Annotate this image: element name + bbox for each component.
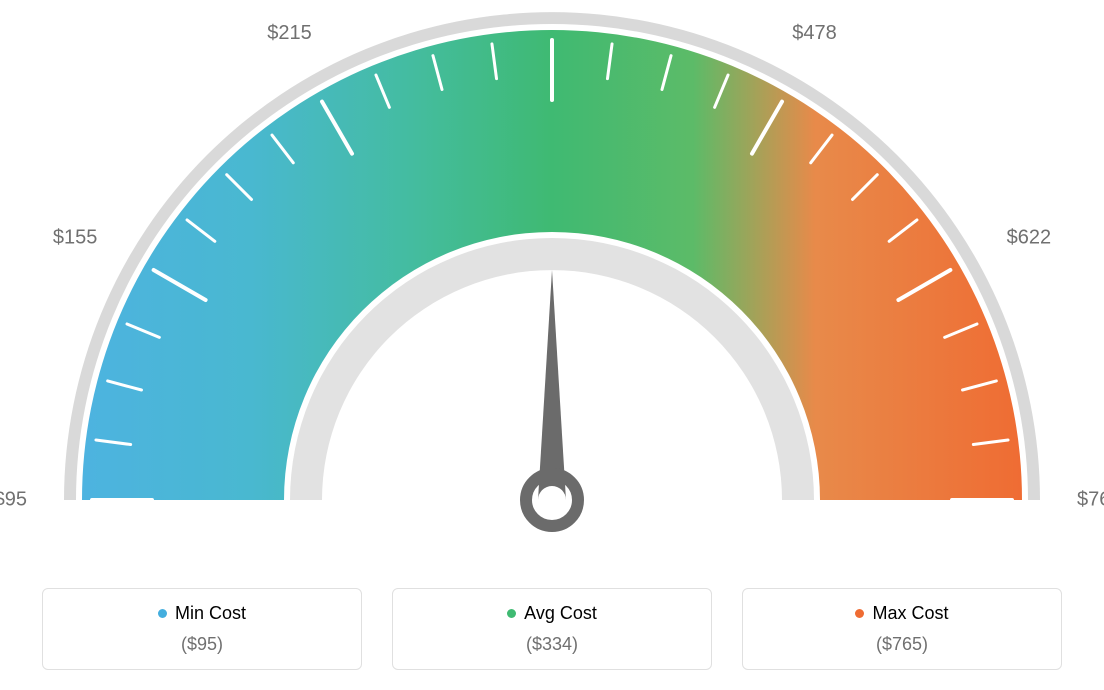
- gauge-svg: [0, 0, 1104, 560]
- legend-title-max: Max Cost: [753, 603, 1051, 624]
- gauge-area: $95$155$215$334$478$622$765: [0, 0, 1104, 560]
- legend-card-avg: Avg Cost ($334): [392, 588, 712, 670]
- gauge-tick-label: $765: [1077, 489, 1104, 512]
- legend-card-min: Min Cost ($95): [42, 588, 362, 670]
- dot-max: [855, 609, 864, 618]
- gauge-tick-label: $215: [267, 22, 312, 45]
- legend-value-max: ($765): [753, 634, 1051, 655]
- gauge-tick-label: $155: [53, 226, 98, 249]
- dot-avg: [507, 609, 516, 618]
- legend-label-min: Min Cost: [175, 603, 246, 624]
- legend-card-max: Max Cost ($765): [742, 588, 1062, 670]
- legend-label-avg: Avg Cost: [524, 603, 597, 624]
- gauge-tick-label: $95: [0, 489, 27, 512]
- gauge-tick-label: $478: [792, 22, 837, 45]
- legend-label-max: Max Cost: [872, 603, 948, 624]
- legend-row: Min Cost ($95) Avg Cost ($334) Max Cost …: [0, 588, 1104, 670]
- gauge-tick-label: $622: [1007, 226, 1052, 249]
- legend-title-avg: Avg Cost: [403, 603, 701, 624]
- dot-min: [158, 609, 167, 618]
- legend-title-min: Min Cost: [53, 603, 351, 624]
- legend-value-avg: ($334): [403, 634, 701, 655]
- cost-gauge-chart: $95$155$215$334$478$622$765 Min Cost ($9…: [0, 0, 1104, 690]
- legend-value-min: ($95): [53, 634, 351, 655]
